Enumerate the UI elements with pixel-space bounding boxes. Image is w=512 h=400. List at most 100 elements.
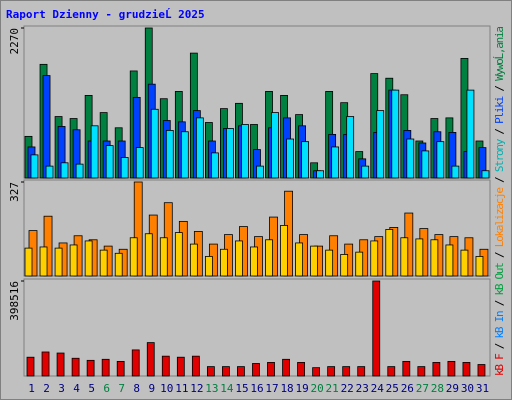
bar: [120, 157, 129, 179]
bar: [271, 112, 279, 179]
bar: [206, 366, 215, 377]
legend-separator: /: [493, 123, 506, 140]
bar: [250, 246, 258, 277]
bar: [75, 163, 84, 179]
bar: [60, 162, 69, 179]
bar: [445, 244, 454, 277]
bar: [195, 117, 204, 179]
x-tick-label: 20: [311, 382, 324, 395]
bar: [135, 147, 144, 179]
bar: [90, 125, 99, 179]
x-tick-label: 29: [446, 382, 459, 395]
bar: [387, 366, 396, 377]
bar: [241, 124, 249, 179]
bar: [355, 251, 364, 277]
bar: [235, 240, 243, 277]
bar: [39, 246, 48, 277]
bar: [161, 355, 170, 377]
bar: [451, 165, 460, 179]
x-tick-label: 12: [190, 382, 203, 395]
x-tick-label: 15: [235, 382, 248, 395]
bar: [71, 357, 80, 377]
x-tick-label: 30: [461, 382, 474, 395]
bar: [237, 366, 245, 377]
bar: [357, 366, 366, 377]
bar: [466, 89, 475, 179]
legend-entry: Strony: [493, 138, 506, 172]
bar: [462, 362, 471, 377]
bar: [26, 356, 35, 377]
x-tick-label: 9: [148, 382, 155, 395]
x-tick-label: 18: [280, 382, 293, 395]
legend-separator: /: [493, 294, 506, 311]
bar: [159, 237, 168, 277]
bar: [265, 239, 273, 277]
bar: [312, 367, 321, 377]
legend-entry: kB In: [493, 310, 506, 338]
legend-separator: /: [493, 80, 506, 97]
bar: [267, 362, 275, 377]
x-tick-label: 24: [371, 382, 385, 395]
y-tick-label: 398516: [8, 281, 21, 321]
x-tick-label: 17: [265, 382, 278, 395]
bar: [301, 141, 309, 179]
bar: [252, 363, 260, 377]
x-tick-label: 19: [295, 382, 308, 395]
x-tick-label: 8: [133, 382, 140, 395]
bar: [176, 356, 185, 377]
bar: [372, 280, 381, 377]
x-tick-label: 3: [58, 382, 65, 395]
bar: [45, 165, 54, 179]
bar: [385, 229, 394, 277]
x-tick-label: 6: [103, 382, 110, 395]
bar: [415, 238, 424, 277]
bar: [114, 252, 123, 277]
legend-separator: /: [493, 337, 506, 354]
x-tick-label: 23: [356, 382, 369, 395]
bar: [150, 108, 159, 179]
bar: [144, 233, 153, 277]
x-tick-label: 10: [160, 382, 173, 395]
bar: [256, 165, 264, 179]
bar: [42, 75, 51, 179]
bar: [56, 352, 65, 377]
bar: [325, 249, 334, 277]
bar: [310, 245, 319, 277]
bar: [316, 170, 325, 179]
legend-separator: /: [493, 246, 506, 263]
x-tick-label: 1: [28, 382, 35, 395]
bar: [189, 243, 198, 277]
x-tick-label: 22: [341, 382, 354, 395]
bar: [165, 130, 174, 179]
bar: [280, 225, 288, 277]
bar: [340, 254, 349, 277]
bar: [376, 110, 385, 179]
bar: [361, 165, 370, 179]
legend-entry: kB F: [493, 353, 506, 376]
bar: [41, 351, 50, 377]
legend-entry: kB Out: [493, 262, 506, 295]
y-tick-label: 327: [8, 182, 21, 202]
bar: [430, 239, 439, 277]
bar: [297, 362, 305, 377]
bar: [286, 138, 294, 179]
bar: [69, 244, 78, 277]
x-tick-label: 5: [88, 382, 95, 395]
bar: [101, 358, 110, 377]
bar: [436, 141, 445, 179]
bar: [282, 358, 290, 377]
bar: [460, 249, 469, 277]
x-tick-label: 4: [73, 382, 80, 395]
bar: [133, 181, 143, 277]
bar: [475, 256, 484, 277]
bar: [447, 360, 456, 377]
legend-entry: Pliki: [493, 96, 506, 124]
bar: [24, 247, 33, 277]
x-tick-label: 25: [386, 382, 399, 395]
x-tick-label: 16: [250, 382, 263, 395]
bar: [131, 349, 140, 377]
bar: [43, 215, 53, 277]
bar: [421, 150, 430, 179]
bar: [191, 355, 200, 377]
bar: [432, 362, 441, 377]
